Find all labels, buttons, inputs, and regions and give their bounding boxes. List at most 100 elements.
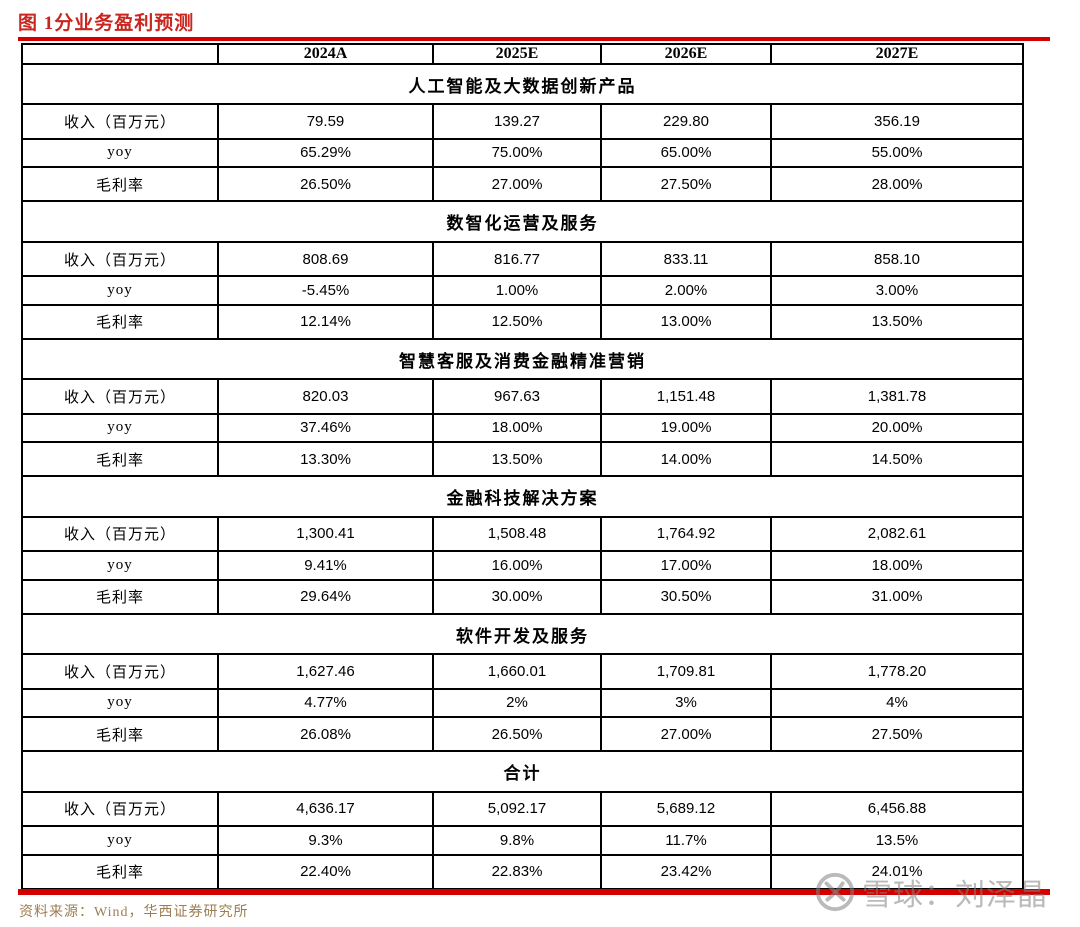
- row-label-cell: 毛利率: [21, 716, 219, 753]
- value-cell: 20.00%: [770, 412, 1024, 444]
- value-cell: 22.40%: [217, 853, 434, 891]
- value-cell: 65.29%: [217, 137, 434, 169]
- value-cell: 12.50%: [432, 303, 602, 340]
- value-cell: 26.08%: [217, 716, 434, 753]
- table-row: 收入（百万元） 820.03 967.63 1,151.48 1,381.78: [21, 378, 1024, 415]
- value-cell: 27.00%: [432, 166, 602, 203]
- row-label-cell: 收入（百万元）: [21, 378, 219, 415]
- table-row: 毛利率 22.40% 22.83% 23.42% 24.01%: [21, 853, 1024, 891]
- value-cell: 14.50%: [770, 441, 1024, 478]
- value-cell: 29.64%: [217, 578, 434, 615]
- section-title: 软件开发及服务: [21, 612, 1024, 656]
- row-label-cell: yoy: [21, 137, 219, 169]
- value-cell: 1,381.78: [770, 378, 1024, 415]
- section-title: 数智化运营及服务: [21, 200, 1024, 243]
- table-row: 毛利率 12.14% 12.50% 13.00% 13.50%: [21, 303, 1024, 340]
- value-cell: 55.00%: [770, 137, 1024, 169]
- value-cell: 30.00%: [432, 578, 602, 615]
- section-header-row: 软件开发及服务: [21, 612, 1024, 656]
- value-cell: 9.3%: [217, 825, 434, 856]
- value-cell: 820.03: [217, 378, 434, 415]
- figure-title: 图 1分业务盈利预测: [18, 13, 195, 34]
- table-row: 毛利率 29.64% 30.00% 30.50% 31.00%: [21, 578, 1024, 615]
- bottom-red-rule: [18, 889, 1050, 895]
- row-label-cell: yoy: [21, 412, 219, 444]
- table-row: 收入（百万元） 808.69 816.77 833.11 858.10: [21, 240, 1024, 278]
- table-row: yoy 4.77% 2% 3% 4%: [21, 687, 1024, 719]
- table-row: yoy 65.29% 75.00% 65.00% 55.00%: [21, 137, 1024, 169]
- row-label-cell: yoy: [21, 687, 219, 719]
- value-cell: 27.00%: [600, 716, 772, 753]
- table-row: yoy 9.41% 16.00% 17.00% 18.00%: [21, 550, 1024, 581]
- value-cell: 833.11: [600, 240, 772, 278]
- section-header-row: 人工智能及大数据创新产品: [21, 62, 1024, 106]
- value-cell: 13.30%: [217, 441, 434, 478]
- table-row: yoy 9.3% 9.8% 11.7% 13.5%: [21, 825, 1024, 856]
- section-title: 金融科技解决方案: [21, 475, 1024, 518]
- value-cell: 2.00%: [600, 275, 772, 306]
- header-empty-cell: [21, 43, 219, 65]
- table-row: 收入（百万元） 79.59 139.27 229.80 356.19: [21, 103, 1024, 140]
- value-cell: 858.10: [770, 240, 1024, 278]
- value-cell: 1.00%: [432, 275, 602, 306]
- value-cell: 5,092.17: [432, 790, 602, 828]
- header-year-2026E: 2026E: [600, 43, 772, 65]
- value-cell: 13.50%: [432, 441, 602, 478]
- value-cell: 18.00%: [432, 412, 602, 444]
- value-cell: 967.63: [432, 378, 602, 415]
- header-year-2027E: 2027E: [770, 43, 1024, 65]
- row-label-cell: 毛利率: [21, 853, 219, 891]
- table-row: yoy -5.45% 1.00% 2.00% 3.00%: [21, 275, 1024, 306]
- value-cell: 26.50%: [217, 166, 434, 203]
- value-cell: 16.00%: [432, 550, 602, 581]
- row-label-cell: 收入（百万元）: [21, 790, 219, 828]
- value-cell: 13.50%: [770, 303, 1024, 340]
- section-header-row: 合计: [21, 750, 1024, 793]
- value-cell: 9.8%: [432, 825, 602, 856]
- value-cell: 1,508.48: [432, 515, 602, 553]
- value-cell: 27.50%: [770, 716, 1024, 753]
- row-label-cell: 收入（百万元）: [21, 103, 219, 140]
- value-cell: 23.42%: [600, 853, 772, 891]
- section-title: 智慧客服及消费金融精准营销: [21, 337, 1024, 381]
- table-row: 收入（百万元） 1,627.46 1,660.01 1,709.81 1,778…: [21, 653, 1024, 690]
- row-label-cell: 毛利率: [21, 303, 219, 340]
- row-label-cell: yoy: [21, 550, 219, 581]
- value-cell: 139.27: [432, 103, 602, 140]
- row-label-cell: 收入（百万元）: [21, 653, 219, 690]
- header-year-2024A: 2024A: [217, 43, 434, 65]
- value-cell: 1,764.92: [600, 515, 772, 553]
- value-cell: 2%: [432, 687, 602, 719]
- value-cell: 79.59: [217, 103, 434, 140]
- value-cell: 27.50%: [600, 166, 772, 203]
- value-cell: 4.77%: [217, 687, 434, 719]
- table-header-row: 2024A 2025E 2026E 2027E: [21, 43, 1024, 65]
- section-title: 人工智能及大数据创新产品: [21, 62, 1024, 106]
- value-cell: 1,151.48: [600, 378, 772, 415]
- profit-forecast-table: 2024A 2025E 2026E 2027E 人工智能及大数据创新产品 收入（…: [21, 43, 1024, 891]
- value-cell: 4%: [770, 687, 1024, 719]
- header-year-2025E: 2025E: [432, 43, 602, 65]
- value-cell: 816.77: [432, 240, 602, 278]
- value-cell: 19.00%: [600, 412, 772, 444]
- value-cell: 65.00%: [600, 137, 772, 169]
- value-cell: 1,709.81: [600, 653, 772, 690]
- value-cell: 24.01%: [770, 853, 1024, 891]
- row-label-cell: 毛利率: [21, 166, 219, 203]
- value-cell: 2,082.61: [770, 515, 1024, 553]
- table-row: 毛利率 13.30% 13.50% 14.00% 14.50%: [21, 441, 1024, 478]
- value-cell: 1,660.01: [432, 653, 602, 690]
- value-cell: 37.46%: [217, 412, 434, 444]
- value-cell: 4,636.17: [217, 790, 434, 828]
- value-cell: 9.41%: [217, 550, 434, 581]
- table-row: 收入（百万元） 1,300.41 1,508.48 1,764.92 2,082…: [21, 515, 1024, 553]
- value-cell: -5.45%: [217, 275, 434, 306]
- value-cell: 229.80: [600, 103, 772, 140]
- value-cell: 1,778.20: [770, 653, 1024, 690]
- row-label-cell: 收入（百万元）: [21, 515, 219, 553]
- row-label-cell: 收入（百万元）: [21, 240, 219, 278]
- value-cell: 13.5%: [770, 825, 1024, 856]
- value-cell: 11.7%: [600, 825, 772, 856]
- value-cell: 1,627.46: [217, 653, 434, 690]
